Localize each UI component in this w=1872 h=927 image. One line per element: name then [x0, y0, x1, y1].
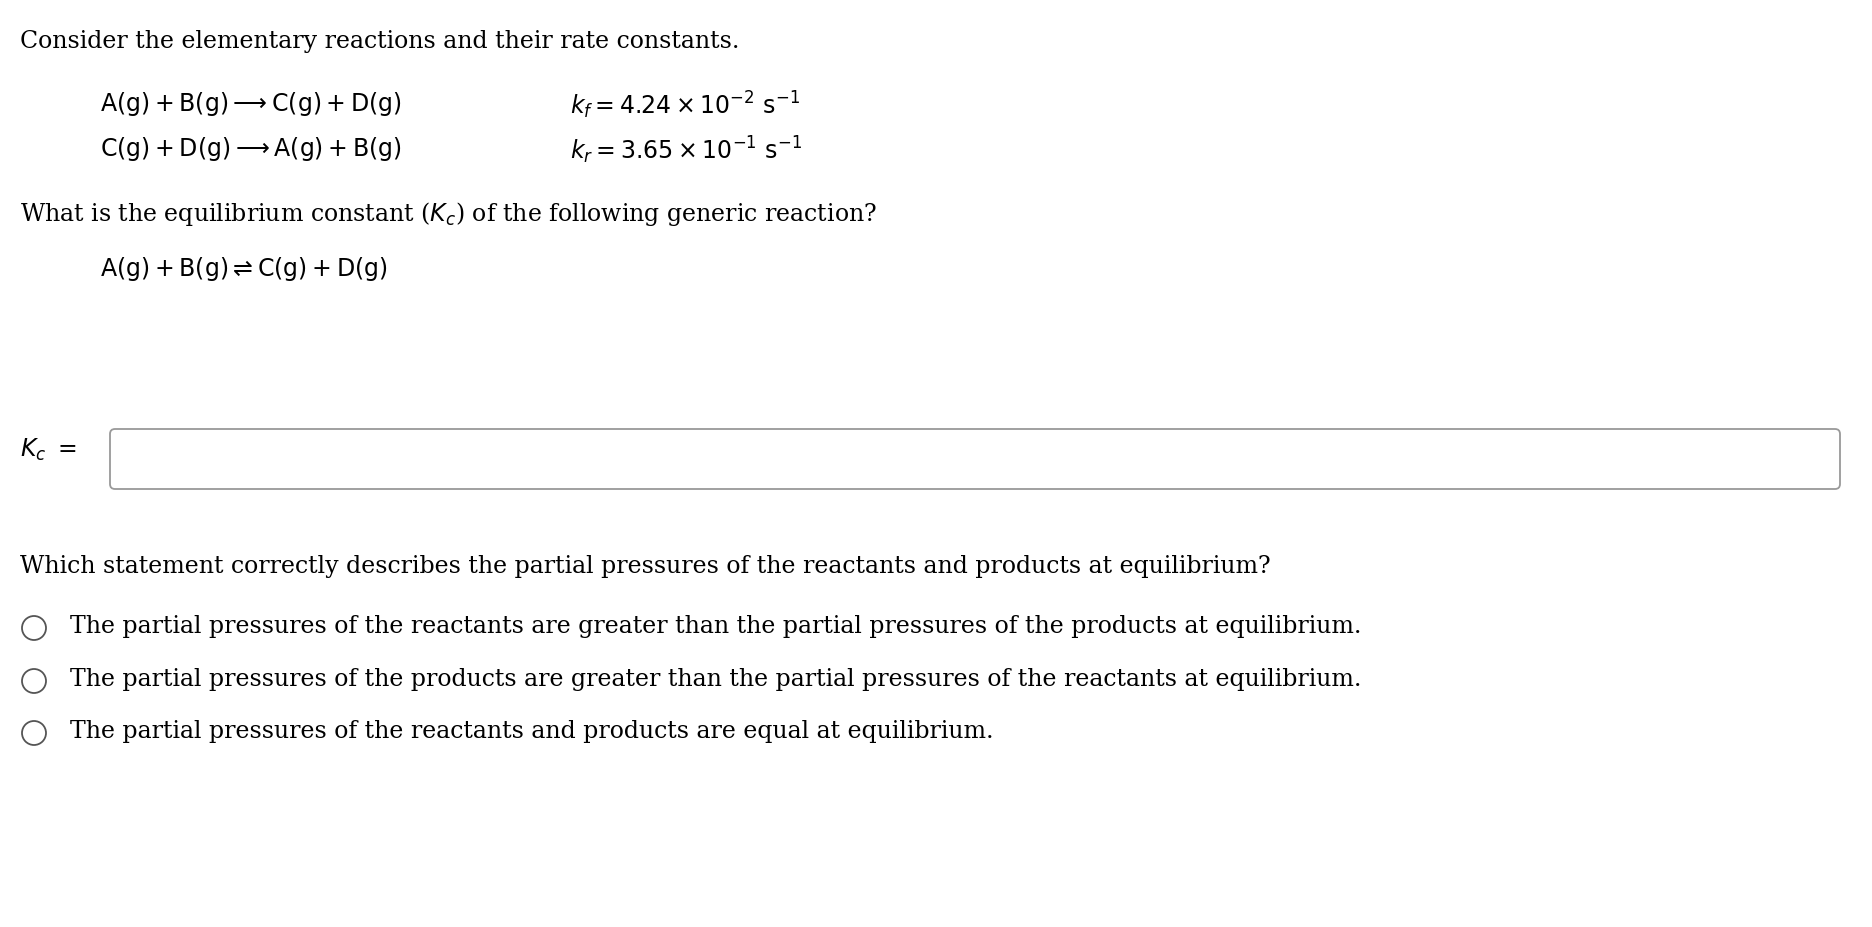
Text: $\mathrm{A(g) + B(g) \longrightarrow C(g) + D(g)}$: $\mathrm{A(g) + B(g) \longrightarrow C(g…	[99, 90, 402, 118]
Circle shape	[22, 669, 47, 693]
Circle shape	[22, 721, 47, 745]
Text: $\mathrm{C(g) + D(g) \longrightarrow A(g) + B(g)}$: $\mathrm{C(g) + D(g) \longrightarrow A(g…	[99, 134, 402, 163]
Text: What is the equilibrium constant ($K_c$) of the following generic reaction?: What is the equilibrium constant ($K_c$)…	[21, 200, 876, 228]
Text: $k_r = 3.65 \times 10^{-1}\ \mathrm{s}^{-1}$: $k_r = 3.65 \times 10^{-1}\ \mathrm{s}^{…	[569, 134, 801, 166]
Text: The partial pressures of the reactants and products are equal at equilibrium.: The partial pressures of the reactants a…	[69, 719, 994, 743]
Text: $K_c\ =$: $K_c\ =$	[21, 437, 77, 463]
Text: Which statement correctly describes the partial pressures of the reactants and p: Which statement correctly describes the …	[21, 554, 1271, 578]
Text: The partial pressures of the products are greater than the partial pressures of : The partial pressures of the products ar…	[69, 667, 1361, 691]
FancyBboxPatch shape	[110, 429, 1840, 489]
Circle shape	[22, 616, 47, 641]
Text: $\mathrm{A(g) + B(g) \rightleftharpoons C(g) + D(g)}$: $\mathrm{A(g) + B(g) \rightleftharpoons …	[99, 255, 388, 283]
Text: The partial pressures of the reactants are greater than the partial pressures of: The partial pressures of the reactants a…	[69, 615, 1361, 638]
Text: $k_f = 4.24 \times 10^{-2}\ \mathrm{s}^{-1}$: $k_f = 4.24 \times 10^{-2}\ \mathrm{s}^{…	[569, 90, 799, 121]
Text: Consider the elementary reactions and their rate constants.: Consider the elementary reactions and th…	[21, 30, 739, 53]
